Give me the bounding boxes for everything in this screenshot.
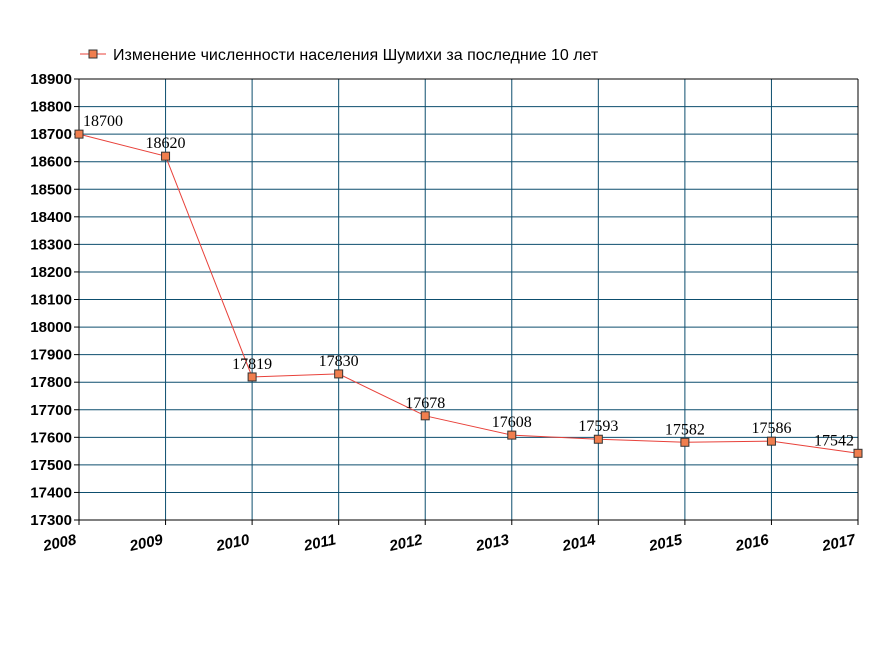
data-label: 17593 bbox=[578, 418, 618, 435]
y-tick-label: 18000 bbox=[30, 319, 72, 336]
data-point bbox=[74, 129, 84, 139]
data-label: 17586 bbox=[751, 420, 791, 437]
x-tick-label: 2012 bbox=[387, 531, 425, 555]
y-tick-label: 18900 bbox=[30, 71, 72, 88]
x-tick-label: 2015 bbox=[647, 531, 685, 555]
y-tick-label: 18200 bbox=[30, 264, 72, 281]
data-label: 17608 bbox=[492, 414, 532, 431]
y-tick-label: 18600 bbox=[30, 154, 72, 171]
y-tick-label: 17500 bbox=[30, 457, 72, 474]
data-point bbox=[334, 369, 344, 379]
x-tick-label: 2013 bbox=[473, 531, 511, 555]
x-tick-label: 2008 bbox=[41, 531, 79, 555]
data-point bbox=[507, 430, 517, 440]
legend-label: Изменение численности населения Шумихи з… bbox=[113, 47, 599, 64]
y-tick-label: 17900 bbox=[30, 347, 72, 364]
x-tick-label: 2016 bbox=[733, 531, 771, 555]
legend: Изменение численности населения Шумихи з… bbox=[80, 47, 599, 64]
x-tick-label: 2014 bbox=[560, 531, 598, 555]
data-point bbox=[161, 151, 171, 161]
data-label: 17830 bbox=[319, 353, 359, 370]
x-axis-ticks: 2008 2009 2010 2011 2012 2013 2014 2015 2016 2017 bbox=[41, 520, 859, 555]
y-axis-ticks: 17300 17400 17500 17600 17700 17800 17900 18000… bbox=[30, 71, 79, 529]
data-label: 17582 bbox=[665, 421, 705, 438]
data-point bbox=[420, 411, 430, 421]
y-tick-label: 17700 bbox=[30, 402, 72, 419]
data-label: 17819 bbox=[232, 356, 272, 373]
data-label: 17542 bbox=[814, 432, 854, 449]
data-labels: 18700 18620 17819 17830 17678 17608 17593 17582… bbox=[83, 113, 854, 449]
x-tick-label: 2011 bbox=[301, 531, 337, 555]
y-tick-label: 17300 bbox=[30, 512, 72, 529]
x-tick-label: 2017 bbox=[820, 531, 858, 555]
legend-marker bbox=[88, 49, 98, 59]
y-tick-label: 18100 bbox=[30, 292, 72, 309]
data-point bbox=[853, 448, 863, 458]
y-tick-label: 18500 bbox=[30, 181, 72, 198]
y-tick-label: 17800 bbox=[30, 374, 72, 391]
y-tick-label: 18300 bbox=[30, 236, 72, 253]
data-label: 17678 bbox=[405, 395, 445, 412]
data-point bbox=[680, 437, 690, 447]
y-tick-label: 18400 bbox=[30, 209, 72, 226]
y-tick-label: 17400 bbox=[30, 484, 72, 501]
series-line bbox=[78, 133, 859, 454]
grid bbox=[78, 78, 859, 521]
y-tick-label: 18800 bbox=[30, 99, 72, 116]
data-point bbox=[247, 372, 257, 382]
x-tick-label: 2010 bbox=[214, 531, 252, 555]
data-point bbox=[593, 434, 603, 444]
data-point bbox=[766, 436, 776, 446]
data-label: 18700 bbox=[83, 113, 123, 130]
y-tick-label: 17600 bbox=[30, 429, 72, 446]
y-tick-label: 18700 bbox=[30, 126, 72, 143]
x-tick-label: 2009 bbox=[127, 531, 165, 555]
series bbox=[74, 129, 863, 458]
data-label: 18620 bbox=[146, 135, 186, 152]
